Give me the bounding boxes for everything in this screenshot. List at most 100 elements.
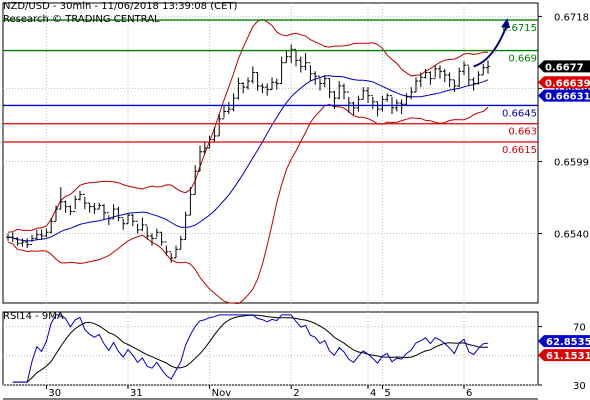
price-bar — [145, 224, 150, 240]
price-bar — [370, 95, 375, 110]
time-tick-label: 31 — [130, 388, 143, 399]
price-bar — [164, 241, 169, 256]
price-bar — [39, 229, 44, 240]
price-bar — [183, 211, 188, 241]
price-bar — [231, 93, 236, 112]
price-bar — [366, 87, 370, 103]
price-tick-label: 0.6718 — [554, 12, 589, 23]
rsi-tick-label: 70 — [573, 323, 586, 334]
price-bar — [217, 113, 222, 137]
price-bar — [222, 105, 226, 120]
price-bar — [63, 200, 68, 213]
price-bar — [337, 81, 342, 100]
price-bar — [447, 72, 452, 88]
price-bar — [30, 234, 34, 245]
price-bar — [471, 77, 476, 91]
price-bar — [260, 83, 265, 94]
price-bars — [6, 44, 490, 263]
price-bar — [414, 77, 418, 93]
time-tick-label: Nov — [212, 388, 232, 399]
price-bar — [20, 238, 25, 247]
level-label-resistance: 0.6715 — [502, 23, 537, 34]
moving-average-line — [7, 75, 489, 242]
price-bar — [150, 233, 154, 246]
bollinger-lower — [7, 103, 489, 305]
price-bar — [121, 217, 126, 230]
price-bar — [198, 145, 202, 172]
price-bar — [92, 203, 97, 214]
price-tag-blue — [538, 89, 590, 102]
price-bar — [126, 212, 130, 225]
chart-title: NZD/USD - 30min - 11/06/2018 13:39:08 (C… — [3, 1, 238, 12]
moving-average — [7, 75, 489, 242]
time-tick-label: 2 — [293, 388, 299, 399]
price-bar — [289, 44, 294, 63]
price-bar — [433, 65, 438, 80]
level-label-resistance: 0.669 — [508, 54, 537, 65]
time-tick-label: 4 — [370, 388, 376, 399]
price-bar — [159, 231, 164, 246]
price-bar — [73, 195, 78, 213]
price-bar — [10, 232, 15, 243]
price-bar — [102, 204, 106, 219]
rsi-tag-label-red: 61.1531 — [546, 351, 590, 362]
price-bar — [49, 217, 54, 234]
price-bar — [303, 53, 308, 71]
level-label-support: 0.6615 — [502, 145, 537, 156]
rsi-tag-label-blue: 62.8535 — [546, 337, 590, 348]
bollinger-bands — [7, 18, 489, 305]
price-bar — [313, 71, 318, 85]
price-bar — [418, 72, 423, 88]
price-bar — [399, 99, 404, 114]
price-bar — [135, 220, 140, 234]
price-bar — [44, 228, 49, 238]
price-bar — [250, 66, 255, 84]
price-bar — [270, 77, 274, 91]
price-bar — [6, 233, 10, 241]
rsi-panel-frame — [2, 311, 539, 386]
price-tags: 0.6677 0.66639 0.66631 — [538, 60, 590, 103]
price-bar — [116, 206, 121, 222]
price-bar — [193, 165, 198, 195]
price-bar — [34, 229, 39, 240]
price-bar — [130, 213, 135, 227]
price-bar — [87, 202, 92, 213]
price-bar — [481, 63, 486, 76]
price-bar — [342, 83, 346, 100]
price-bar — [476, 71, 481, 85]
price-tag-label-last: 0.6677 — [545, 62, 584, 73]
price-bar — [351, 101, 356, 116]
rsi-tag-blue — [538, 335, 590, 348]
time-tick-label: 6 — [466, 388, 472, 399]
price-bar — [212, 127, 217, 143]
price-bar — [178, 235, 183, 250]
price-bar — [380, 95, 385, 112]
price-bar — [318, 75, 322, 91]
price-tag-label-red: 0.66639 — [545, 78, 590, 89]
time-tick-label: 5 — [384, 388, 390, 399]
price-bar — [385, 93, 390, 102]
price-bar — [106, 212, 111, 225]
price-bar — [97, 203, 102, 210]
price-bar — [255, 72, 260, 91]
price-bar — [438, 65, 442, 79]
price-bar — [308, 62, 313, 82]
price-bar — [274, 78, 279, 90]
price-bar — [68, 205, 73, 216]
price-bar — [442, 68, 447, 83]
price-bar — [322, 74, 327, 88]
price-bar — [241, 82, 246, 94]
time-axis: 30 31 Nov 2 4 5 6 — [45, 385, 472, 399]
price-tick-label: 0.6540 — [554, 229, 589, 240]
price-tag-last — [538, 60, 590, 73]
price-bar — [188, 187, 193, 216]
price-bar — [54, 205, 58, 222]
price-bar — [58, 187, 63, 210]
price-bar — [226, 101, 231, 114]
time-tick-label: 30 — [48, 388, 61, 399]
level-lines: 0.6715 0.669 0.6645 0.663 0.6615 — [3, 19, 538, 156]
price-panel-frame — [2, 2, 539, 304]
price-bar — [457, 67, 462, 88]
price-tag-label-blue: 0.66631 — [545, 92, 590, 103]
